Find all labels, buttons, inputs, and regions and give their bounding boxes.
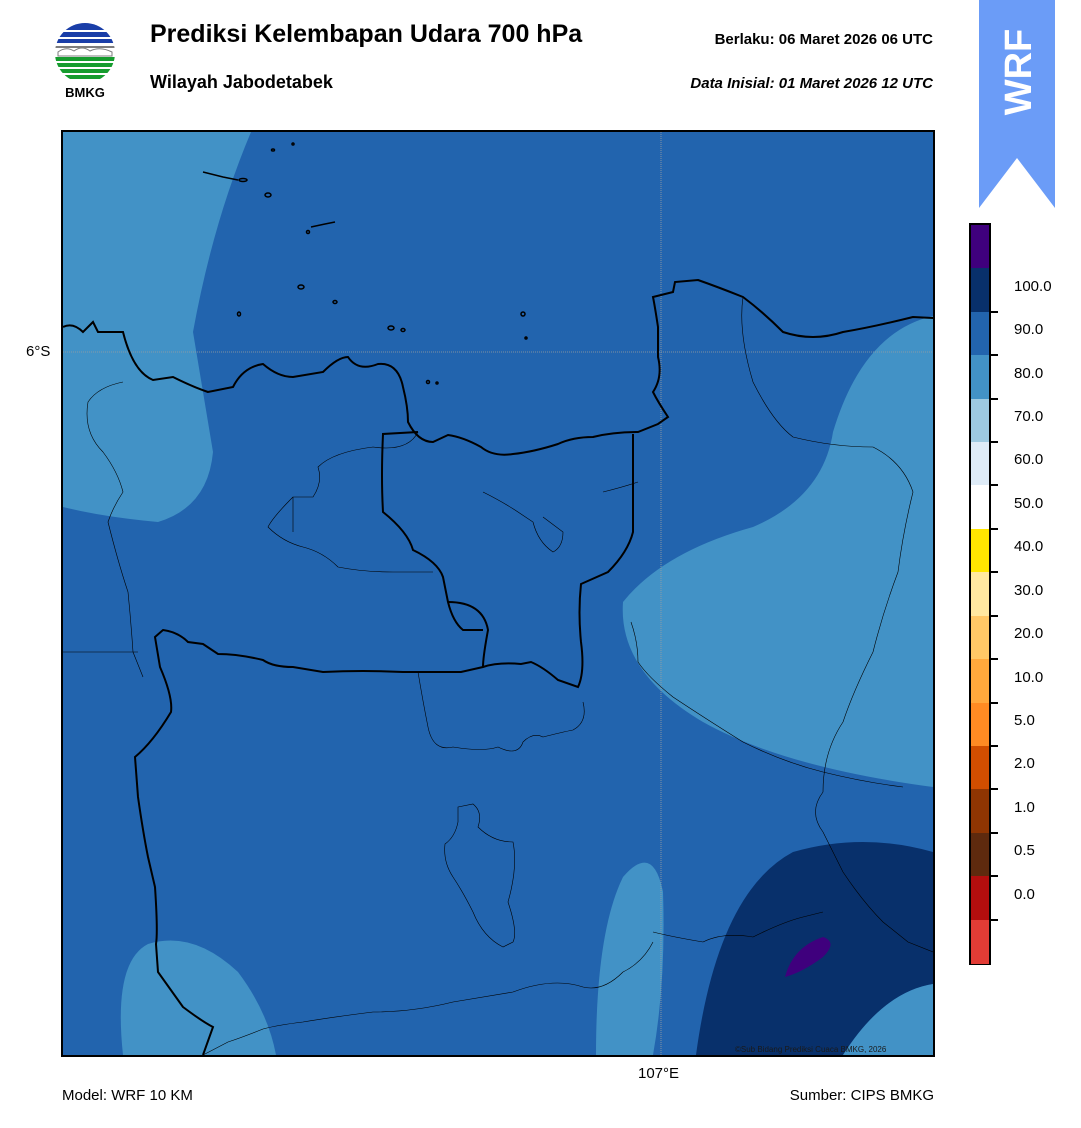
- colorbar-segment: [971, 876, 989, 921]
- colorbar-label: 5.0: [1014, 711, 1035, 729]
- map-subtitle: Wilayah Jabodetabek: [150, 72, 333, 92]
- wrf-badge-shape: [979, 0, 1055, 208]
- latitude-label: 6°S: [26, 343, 51, 360]
- colorbar-tick: [990, 310, 998, 313]
- colorbar-label: 70.0: [1014, 408, 1044, 426]
- model-label: Model: WRF 10 KM: [62, 1087, 193, 1104]
- colorbar-segment: [971, 832, 989, 877]
- colorbar-label: 0.5: [1014, 842, 1035, 860]
- colorbar-segment: [971, 225, 989, 269]
- colorbar-segment: [971, 355, 989, 400]
- wrf-badge-text: WRF: [998, 29, 1040, 116]
- coastline: [63, 278, 933, 456]
- map-panel: [61, 130, 935, 1057]
- colorbar-label: 100.0: [1014, 277, 1052, 295]
- colorbar: [969, 223, 991, 965]
- colorbar-tick: [990, 527, 998, 530]
- humidity-field-70-80-southwest: [120, 940, 277, 1055]
- colorbar-label: 1.0: [1014, 798, 1035, 816]
- colorbar-tick: [990, 701, 998, 704]
- colorbar-segment: [971, 659, 989, 704]
- bmkg-logo-icon: [55, 23, 115, 83]
- colorbar-tick: [990, 571, 998, 574]
- wrf-badge: WRF: [979, 0, 1055, 208]
- colorbar-tick: [990, 831, 998, 834]
- colorbar-label: 10.0: [1014, 668, 1044, 686]
- colorbar-tick: [990, 397, 998, 400]
- colorbar-label: 90.0: [1014, 321, 1044, 339]
- colorbar-label: 0.0: [1014, 885, 1035, 903]
- thousand-islands: [202, 142, 528, 385]
- colorbar-tick: [990, 354, 998, 357]
- map-title: Prediksi Kelembapan Udara 700 hPa: [150, 20, 583, 48]
- colorbar-tick: [990, 484, 998, 487]
- colorbar-label: 60.0: [1014, 451, 1044, 469]
- colorbar-tick: [990, 658, 998, 661]
- humidity-field-70-80-east: [622, 316, 933, 787]
- colorbar-segment: [971, 268, 989, 313]
- colorbar-segment: [971, 572, 989, 617]
- province-boundary: [133, 434, 634, 1055]
- colorbar-label: 50.0: [1014, 494, 1044, 512]
- regency-boundaries: [63, 296, 933, 1055]
- colorbar-segment: [971, 615, 989, 660]
- map-canvas: [63, 132, 933, 1055]
- colorbar-segment: [971, 311, 989, 356]
- colorbar-label: 20.0: [1014, 625, 1044, 643]
- logo-text: BMKG: [65, 85, 105, 100]
- district-boundary-bekasi: [447, 601, 490, 668]
- colorbar-segment: [971, 745, 989, 790]
- initial-time: Data Inisial: 01 Maret 2026 12 UTC: [690, 75, 933, 92]
- colorbar-tick: [990, 788, 998, 791]
- colorbar-segment: [971, 919, 989, 964]
- colorbar-label: 40.0: [1014, 538, 1044, 556]
- copyright-text: ©Sub Bidang Prediksi Cuaca BMKG, 2026: [735, 1045, 887, 1054]
- colorbar-segment: [971, 485, 989, 530]
- humidity-field-70-80-south: [596, 862, 664, 1055]
- colorbar-tick: [990, 744, 998, 747]
- valid-time: Berlaku: 06 Maret 2026 06 UTC: [714, 31, 933, 48]
- colorbar-label: 2.0: [1014, 755, 1035, 773]
- colorbar-segment: [971, 398, 989, 443]
- colorbar-label: 80.0: [1014, 364, 1044, 382]
- colorbar-segment: [971, 442, 989, 487]
- source-label: Sumber: CIPS BMKG: [789, 1087, 934, 1104]
- colorbar-segment: [971, 702, 989, 747]
- humidity-field-100: [785, 937, 831, 977]
- colorbar-tick: [990, 441, 998, 444]
- humidity-field-70-80-northwest: [63, 132, 251, 522]
- colorbar-segment: [971, 528, 989, 573]
- longitude-label: 107°E: [638, 1065, 680, 1082]
- colorbar-tick: [990, 614, 998, 617]
- colorbar-label: 30.0: [1014, 581, 1044, 599]
- colorbar-tick: [990, 875, 998, 878]
- humidity-field-70-80-southeast: [843, 984, 933, 1055]
- colorbar-segment: [971, 789, 989, 834]
- district-boundary-jakarta: [381, 431, 483, 631]
- colorbar-tick: [990, 918, 998, 921]
